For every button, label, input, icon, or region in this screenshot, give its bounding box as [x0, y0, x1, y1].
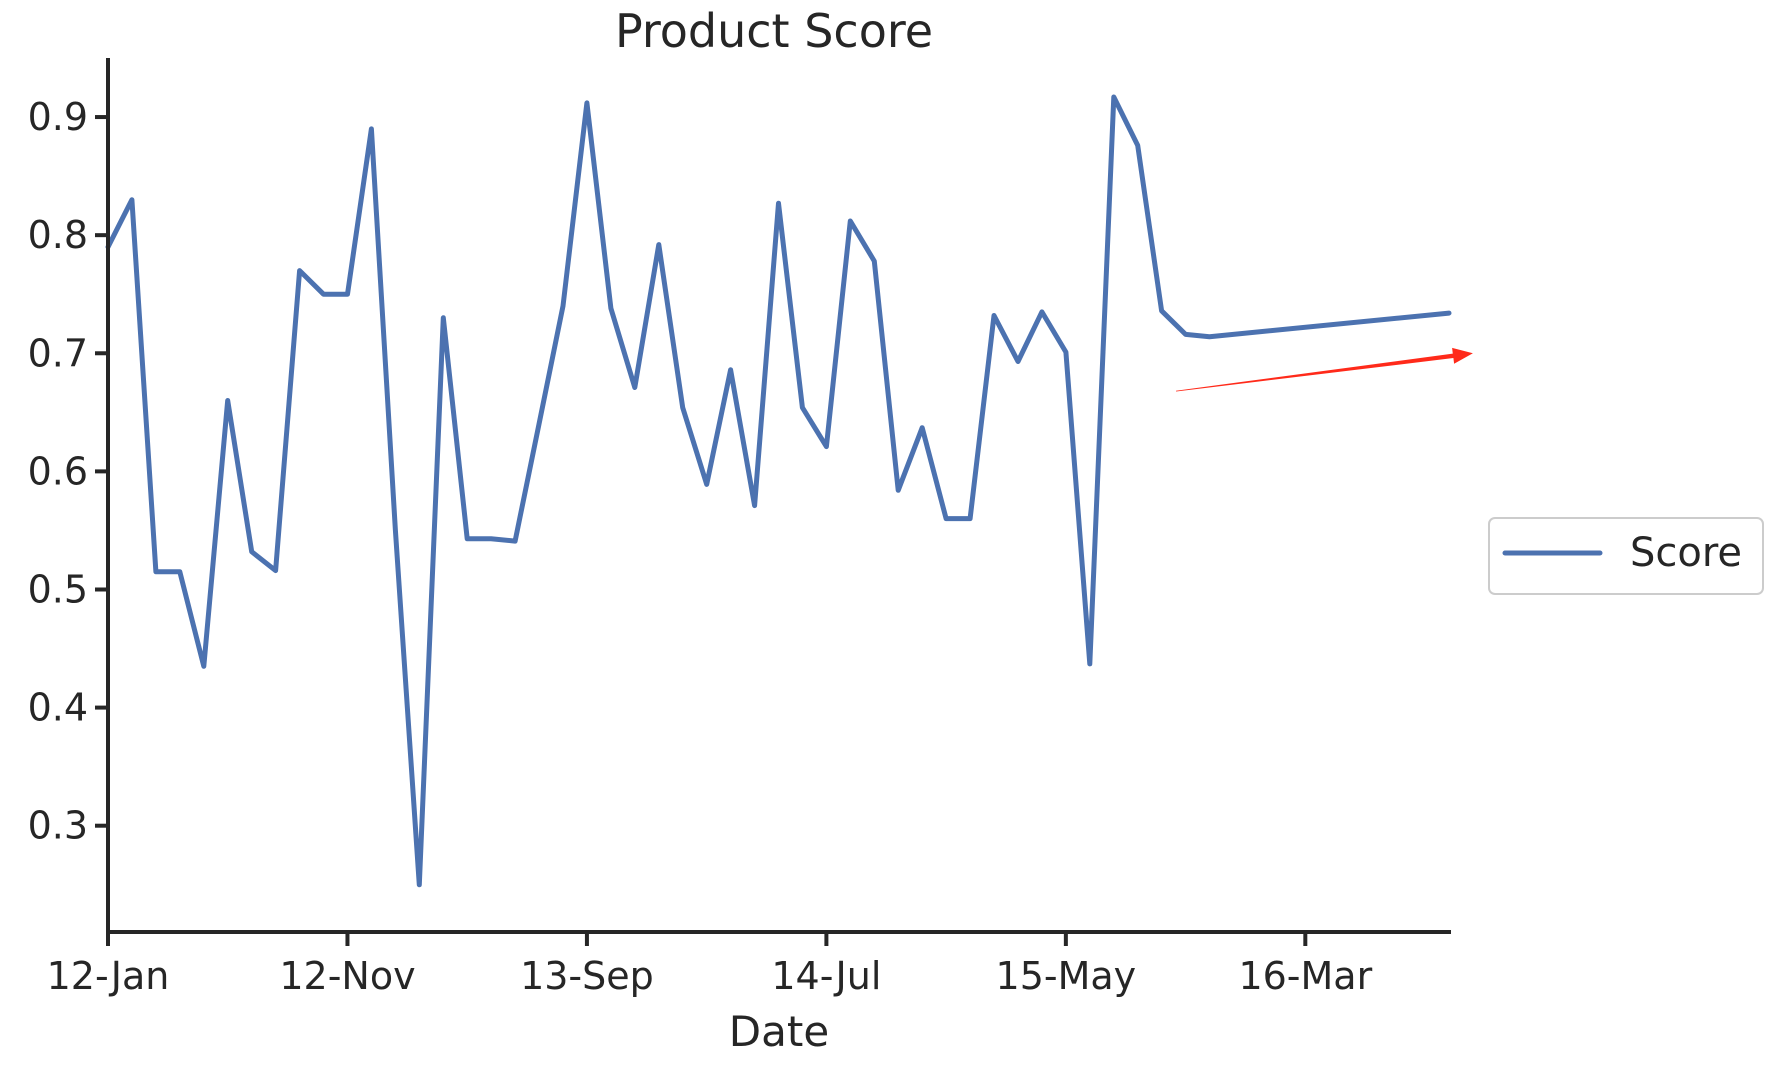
x-axis-ticks: 12-Jan 12-Nov 13-Sep 14-Jul 15-May 16-Mar: [47, 932, 1373, 998]
y-tick-label: 0.5: [28, 567, 88, 611]
y-tick-label: 0.3: [28, 804, 88, 848]
y-axis-ticks: 0.3 0.4 0.5 0.6 0.7 0.8 0.9: [28, 95, 108, 848]
annotation-layer: [1176, 347, 1473, 392]
x-tick-label: 12-Jan: [47, 954, 170, 998]
y-tick-label: 0.8: [28, 213, 88, 257]
y-tick-label: 0.9: [28, 95, 88, 139]
series-line-score: [105, 94, 1452, 888]
legend-frame: [1488, 517, 1764, 595]
x-tick-label: 13-Sep: [520, 954, 654, 998]
x-tick-label: 16-Mar: [1238, 954, 1372, 998]
series-layer: [105, 94, 1452, 888]
x-tick-label: 15-May: [996, 954, 1137, 998]
y-tick-label: 0.7: [28, 331, 88, 375]
x-tick-label: 14-Jul: [771, 954, 881, 998]
annotation-arrow: [1176, 347, 1473, 392]
x-tick-label: 12-Nov: [279, 954, 415, 998]
legend: Score: [1488, 517, 1764, 595]
legend-label-score: Score: [1630, 530, 1742, 576]
chart-title: Product Score: [615, 4, 933, 58]
y-tick-label: 0.4: [28, 686, 88, 730]
y-tick-label: 0.6: [28, 449, 88, 493]
x-axis-label: Date: [729, 1007, 829, 1056]
